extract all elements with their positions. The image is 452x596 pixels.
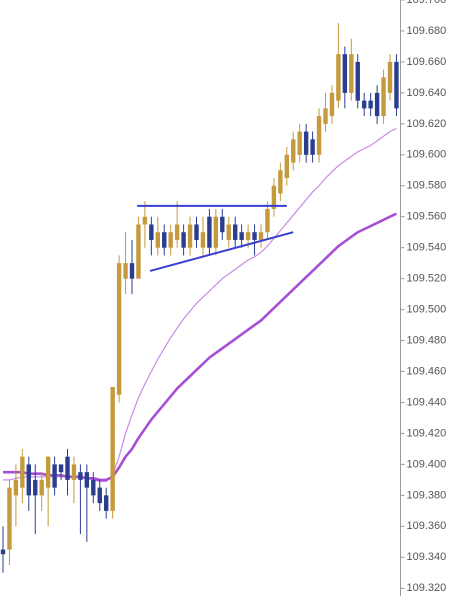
candle-body [239,232,244,240]
candle-body [381,77,386,117]
candle-body [342,54,348,93]
y-tick-label: 109.340 [407,551,447,563]
candle-body [136,224,141,279]
candle-body [91,479,96,496]
candle-body [20,456,25,488]
candle-body [0,549,6,555]
candle-body [78,472,83,480]
candle-body [303,131,309,155]
candle-body [39,479,44,496]
candle-body [33,479,38,496]
candle-body [297,131,302,155]
y-tick-label: 109.580 [407,180,447,192]
y-tick-label: 109.360 [407,520,447,532]
y-tick-label: 109.620 [407,118,447,130]
candle-body [71,464,77,480]
y-tick-label: 109.520 [407,273,447,285]
candle-body [252,232,257,240]
y-tick-label: 109.320 [407,582,447,594]
candle-body [200,232,206,248]
candle-body [374,92,380,117]
y-tick-label: 109.540 [407,242,447,254]
candle-body [213,216,219,248]
y-tick-label: 109.660 [407,56,447,68]
candle-body [45,456,51,488]
candle-body [104,495,109,511]
candle-body [65,456,70,480]
candle-body [336,54,341,101]
candle-body [220,216,225,233]
candle-body [349,54,354,93]
y-tick-label: 109.600 [407,149,447,161]
candle-body [291,139,296,163]
candle-body [284,154,289,179]
candle-body [245,232,251,240]
candle-body [97,487,102,504]
candle-body [387,61,393,93]
candle-body [278,170,283,194]
candle-body [233,224,238,240]
candle-body [258,232,264,240]
candle-body [149,224,154,240]
candle-body [13,479,19,496]
candle-body [394,61,399,109]
candle-body [362,100,367,109]
y-tick-label: 109.420 [407,427,447,439]
y-tick-label: 109.560 [407,211,447,223]
y-tick-label: 109.700 [407,0,447,6]
y-tick-label: 109.460 [407,365,447,377]
candle-body [116,263,122,395]
candle-body [58,464,64,473]
candle-body [271,185,277,209]
candle-body [187,224,193,248]
candle-body [265,208,270,233]
y-tick-label: 109.440 [407,396,447,408]
candle-body [52,464,57,488]
candle-body [368,100,373,109]
candle-body [226,224,231,240]
candle-body [155,232,160,248]
y-tick-label: 109.500 [407,304,447,316]
candle-body [123,263,128,279]
candle-body [207,216,212,248]
candle-body [162,232,167,248]
candle-body [355,61,360,101]
y-tick-label: 109.380 [407,489,447,501]
candle-body [84,472,90,488]
candle-body [7,487,12,550]
candle-body [168,232,173,248]
candle-body [142,216,148,225]
y-tick-label: 109.480 [407,334,447,346]
candle-body [323,108,328,124]
trendline [149,231,294,272]
candle-body [329,92,335,117]
candle-body [26,464,31,496]
candle-body [194,224,199,240]
y-tick-label: 109.640 [407,87,447,99]
candle-body [110,387,115,511]
candle-body [310,139,315,155]
candle-body [316,116,322,155]
y-tick-label: 109.680 [407,25,447,37]
y-tick-label: 109.400 [407,458,447,470]
candle-body [181,232,186,248]
candle-body [129,263,135,279]
candle-body [174,224,180,240]
